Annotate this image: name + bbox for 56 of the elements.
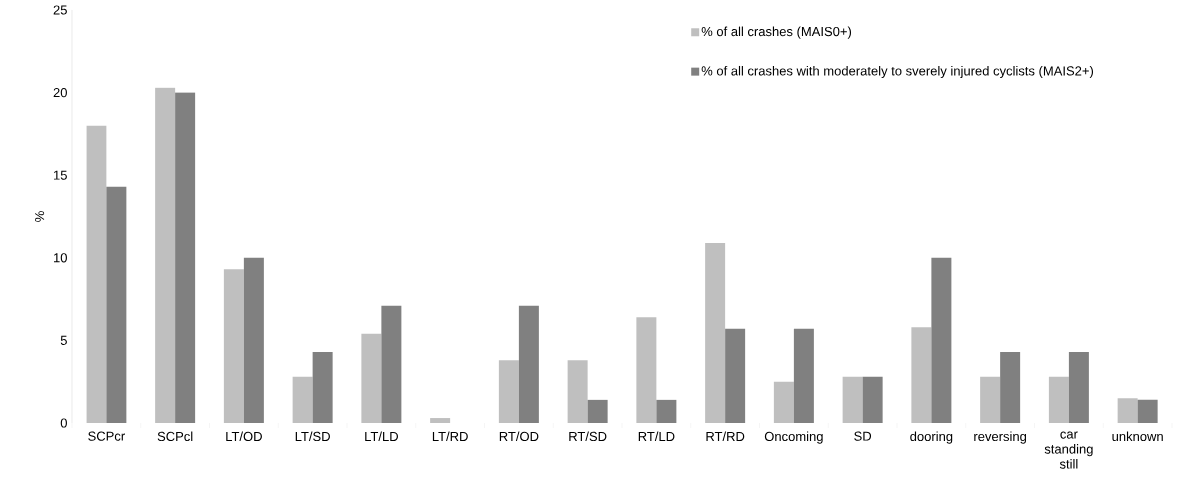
bar [498,360,519,423]
bar [793,328,814,423]
bar [106,186,127,423]
bar [862,376,883,423]
bar [381,305,402,423]
x-tick-label: reversing [974,431,1027,444]
x-tick-label: LT/RD [432,431,468,442]
x-tick-label: RT/SD [569,431,607,442]
x-tick-label: Oncoming [764,431,823,444]
bar [155,87,176,423]
x-tick-label: RT/LD [638,431,675,442]
y-tick-label: 20 [53,87,67,98]
x-tick-label: LT/LD [365,431,398,442]
bar [773,381,794,423]
bar [636,317,657,423]
legend-label: % of all crashes with moderately to sverely injured cyclists (MAIS2+) [701,65,1094,79]
bar [518,305,539,423]
bar [223,269,244,423]
bar [980,376,1001,423]
x-tick-label: RT/RD [706,431,745,442]
legend-label: % of all crashes (MAIS0+) [701,26,852,39]
bar [1000,351,1021,423]
bar [86,125,107,423]
bar [911,327,932,423]
y-axis-title: % [35,211,45,222]
x-tick-label: SD [854,431,872,441]
bar [1137,399,1158,423]
bar [567,360,588,423]
bar [725,328,746,423]
bar [243,257,264,423]
bar [842,376,863,423]
y-tick-label: 5 [60,335,67,345]
x-tick-label: car standing still [1044,431,1093,469]
bar [312,351,333,423]
x-tick-label: unknown [1112,431,1163,442]
bar [1117,398,1138,423]
x-tick-label: LT/SD [295,431,330,442]
bar [1048,376,1069,423]
x-tick-label: dooring [910,431,953,444]
bar [361,333,382,423]
bar [292,376,313,423]
y-tick-label: 25 [53,5,67,15]
bar [175,92,196,423]
y-tick-label: 0 [60,418,67,428]
x-tick-label: LT/OD [226,431,262,442]
x-tick-label: SCPcr [88,431,125,441]
bar [430,418,451,423]
x-tick-label: SCPcl [157,431,193,442]
bar [705,242,726,423]
x-tick-label: RT/OD [499,431,539,442]
bar [656,399,677,423]
bar [587,399,608,423]
y-tick-label: 10 [54,253,67,263]
bar [931,257,952,423]
y-tick-label: 15 [54,170,67,180]
bar [1068,351,1089,423]
